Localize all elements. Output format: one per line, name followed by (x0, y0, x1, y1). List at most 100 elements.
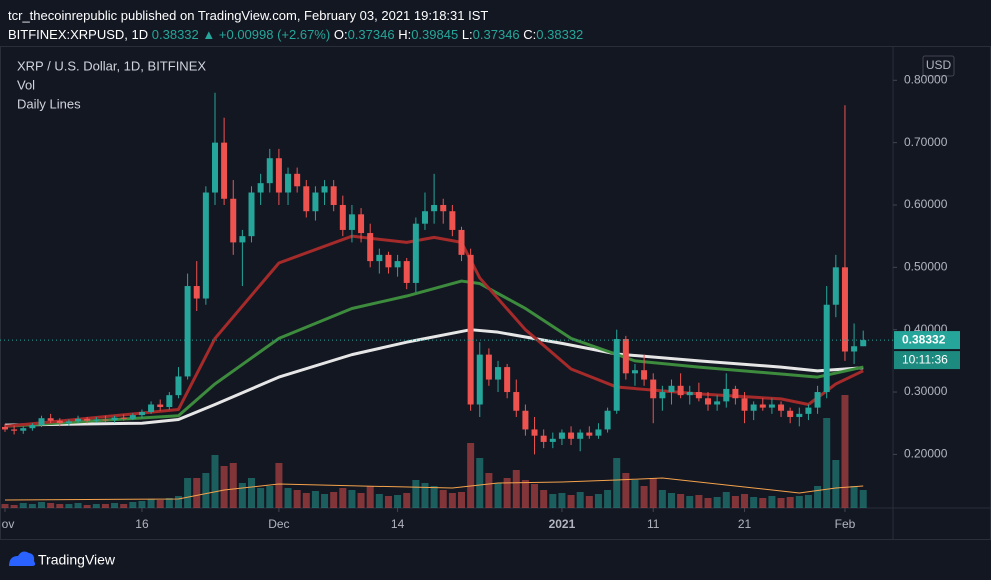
volume-bar (677, 494, 685, 508)
volume-bar (366, 486, 374, 508)
volume-bar (439, 490, 447, 508)
candle-body (129, 415, 136, 419)
candle-body (230, 198, 237, 243)
volume-bar (576, 492, 584, 508)
candle-body (549, 438, 556, 442)
volume-bar (604, 490, 612, 508)
y-tick-label: 0.80000 (904, 72, 948, 86)
x-tick-label: Feb (835, 517, 856, 531)
volume-bar (111, 503, 119, 508)
volume-bar (10, 505, 18, 508)
candle-body (202, 192, 209, 299)
volume-bar (722, 492, 730, 508)
x-tick-label: ov (2, 517, 15, 531)
candle-body (20, 428, 27, 431)
candle-body (65, 421, 72, 424)
volume-bar (74, 503, 82, 508)
candle-body (741, 398, 748, 411)
ohlc-value: 0.37346 (347, 27, 395, 42)
candle-body (193, 286, 200, 299)
candle-body (431, 204, 438, 212)
candle-body (568, 432, 575, 439)
volume-bar (795, 496, 803, 508)
volume-bar (841, 395, 849, 508)
candle-body (11, 429, 18, 431)
volume-bar (613, 458, 621, 508)
candle-body (412, 223, 419, 283)
y-tick-label: 0.20000 (904, 447, 948, 461)
volume-ma-line (4, 477, 864, 501)
candle-body (622, 339, 629, 374)
candle-body (449, 211, 456, 230)
candle-body (558, 432, 565, 439)
volume-bar (540, 490, 548, 508)
candle-body (778, 404, 785, 411)
candle-body (75, 418, 82, 422)
change: +0.00998 (+2.67%) (218, 27, 331, 42)
volume-bar (275, 463, 283, 508)
volume-bar (531, 484, 539, 508)
candle-body (38, 418, 45, 426)
candle-body (266, 158, 273, 184)
volume-bar (667, 493, 675, 508)
last-price-label: 0.38332 (902, 332, 946, 346)
logo (9, 551, 36, 566)
volume-bar (686, 496, 694, 508)
candle-body (522, 410, 529, 430)
x-tick-label: 16 (135, 517, 149, 531)
volume-bar (348, 490, 356, 508)
volume-bar (202, 473, 210, 508)
symbol: BITFINEX:XRPUSD, 1D (8, 27, 149, 42)
candle-body (750, 404, 757, 411)
volume-bar (430, 486, 438, 508)
volume-bar (640, 486, 648, 508)
currency-box[interactable] (922, 55, 955, 77)
candle-body (714, 401, 721, 405)
candle-body (796, 413, 803, 417)
volume-bar (38, 502, 46, 508)
ohlc-label: L: (461, 27, 473, 42)
last-price-box (894, 331, 960, 350)
volume-bar (658, 490, 666, 508)
volume-bar (156, 500, 164, 508)
volume-bar (101, 504, 109, 508)
candle-body (285, 173, 292, 193)
volume-bar (494, 483, 502, 508)
countdown: 10:11:36 (902, 352, 948, 366)
candle-body (823, 304, 830, 393)
volume-bar (503, 478, 511, 508)
volume-bar (558, 493, 566, 508)
candle-body (421, 211, 428, 224)
ohlc-value: 0.39845 (411, 27, 459, 42)
x-tick-label: 21 (738, 517, 752, 531)
candle-body (604, 410, 611, 430)
volume-bar (165, 498, 173, 508)
ma-line (4, 234, 864, 428)
volume-bar (631, 480, 639, 508)
volume-bar (47, 503, 55, 508)
candle-body (504, 367, 511, 393)
volume-bar (549, 494, 557, 508)
volume-bar (238, 483, 246, 508)
candle-body (440, 204, 447, 212)
candle-body (686, 392, 693, 396)
candle-body (723, 388, 730, 402)
candle-body (595, 429, 602, 436)
volume-bar (741, 494, 749, 508)
volume-bar (384, 496, 392, 508)
volume-bar (138, 501, 146, 508)
volume-bar (786, 497, 794, 508)
countdown-box (894, 351, 960, 370)
volume-bar (266, 486, 274, 508)
candle-body (93, 419, 100, 421)
candle-body (540, 435, 547, 442)
candle-body (394, 261, 401, 268)
volume-bar (284, 488, 292, 508)
currency[interactable]: USD (926, 58, 952, 72)
volume-bar (120, 504, 128, 508)
volume-bar (339, 488, 347, 508)
volume-bar (832, 460, 840, 508)
volume-bar (467, 443, 475, 508)
volume-bar (512, 470, 520, 508)
